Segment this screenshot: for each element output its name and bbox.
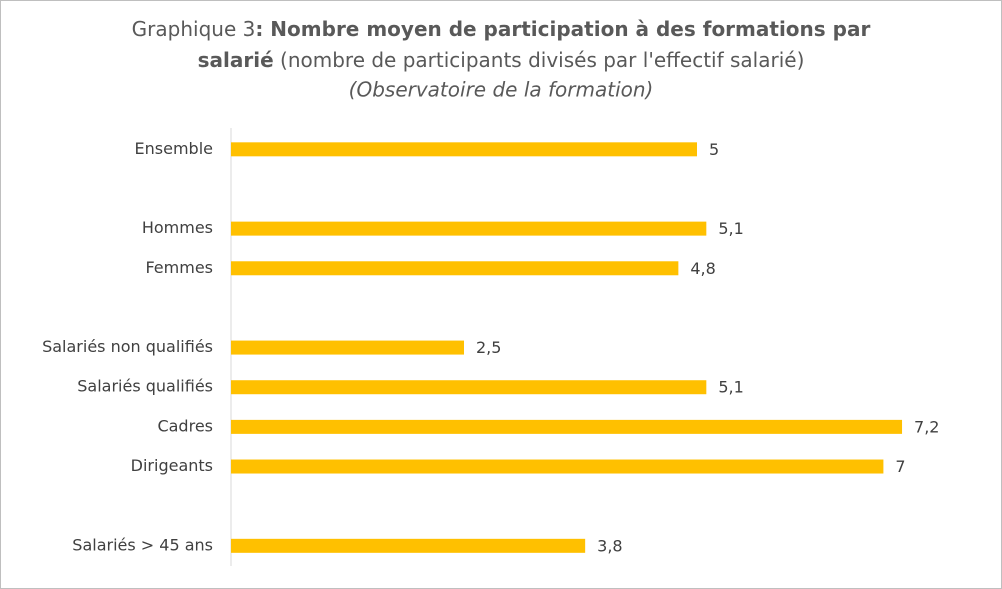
- y-tick-label: Femmes: [145, 258, 213, 277]
- value-label: 5,1: [718, 219, 743, 238]
- value-label: 7: [895, 457, 905, 476]
- bar: [231, 340, 464, 355]
- bar: [231, 221, 707, 236]
- title-part: (nombre de participants divisés par l'ef…: [274, 48, 805, 72]
- bar: [231, 459, 884, 474]
- bar: [231, 142, 697, 157]
- title-part: : Nombre moyen de participation à des fo…: [255, 17, 870, 41]
- y-tick-label: Salariés non qualifiés: [42, 337, 213, 356]
- value-label: 7,2: [914, 417, 939, 436]
- bar: [231, 538, 586, 553]
- title-part: salarié: [198, 48, 274, 72]
- y-tick-label: Salariés > 45 ans: [72, 535, 213, 554]
- y-tick-label: Cadres: [157, 416, 213, 435]
- bar: [231, 380, 707, 395]
- chart-title-line: salarié (nombre de participants divisés …: [198, 48, 805, 72]
- value-label: 5,1: [718, 378, 743, 397]
- chart-subtitle: (Observatoire de la formation): [349, 78, 654, 102]
- value-label: 2,5: [476, 338, 501, 357]
- value-label: 4,8: [690, 259, 715, 278]
- title-part: Graphique 3: [132, 17, 256, 41]
- y-tick-label: Ensemble: [135, 139, 213, 158]
- y-tick-label: Hommes: [142, 218, 213, 237]
- chart-title: Graphique 3: Nombre moyen de participati…: [132, 17, 871, 41]
- value-label: 5: [709, 140, 719, 159]
- y-tick-label: Salariés qualifiés: [77, 377, 213, 396]
- bar: [231, 419, 903, 434]
- y-tick-label: Dirigeants: [131, 456, 213, 475]
- bar: [231, 261, 679, 276]
- value-label: 3,8: [597, 536, 622, 555]
